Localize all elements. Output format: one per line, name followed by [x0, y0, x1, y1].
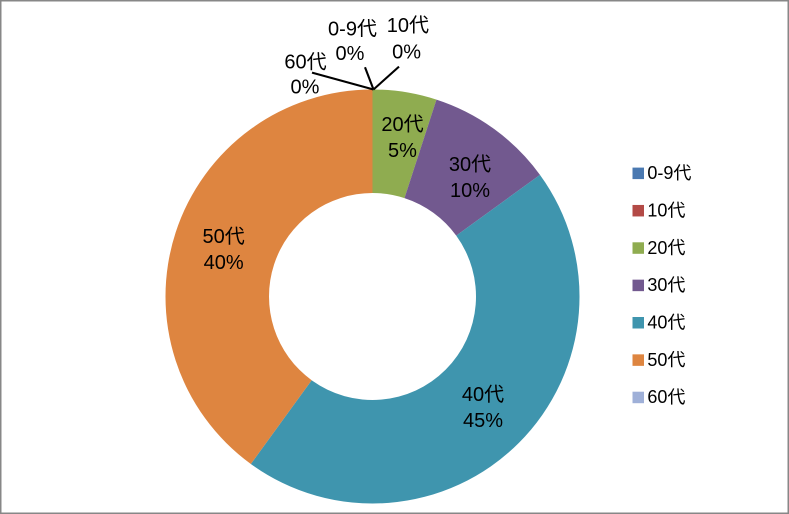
svg-text:50: 50: [202, 226, 224, 248]
svg-text:20: 20: [647, 238, 667, 258]
svg-text:0%: 0%: [392, 41, 421, 63]
svg-text:40: 40: [647, 313, 667, 333]
svg-text:0-9: 0-9: [328, 18, 357, 40]
svg-text:10: 10: [387, 15, 409, 37]
svg-text:0%: 0%: [291, 76, 320, 98]
svg-text:20: 20: [381, 114, 403, 136]
svg-text:0-9: 0-9: [647, 163, 673, 183]
svg-text:60: 60: [284, 52, 306, 74]
svg-text:40: 40: [462, 384, 484, 406]
svg-text:50: 50: [647, 350, 667, 370]
svg-text:45%: 45%: [463, 410, 503, 432]
svg-text:5%: 5%: [388, 140, 417, 162]
svg-text:40%: 40%: [204, 252, 244, 274]
svg-text:0%: 0%: [336, 43, 365, 65]
svg-text:30: 30: [647, 275, 667, 295]
svg-text:10%: 10%: [450, 180, 490, 202]
svg-text:60: 60: [647, 387, 667, 407]
svg-text:10: 10: [647, 200, 667, 220]
svg-text:30: 30: [449, 154, 471, 176]
